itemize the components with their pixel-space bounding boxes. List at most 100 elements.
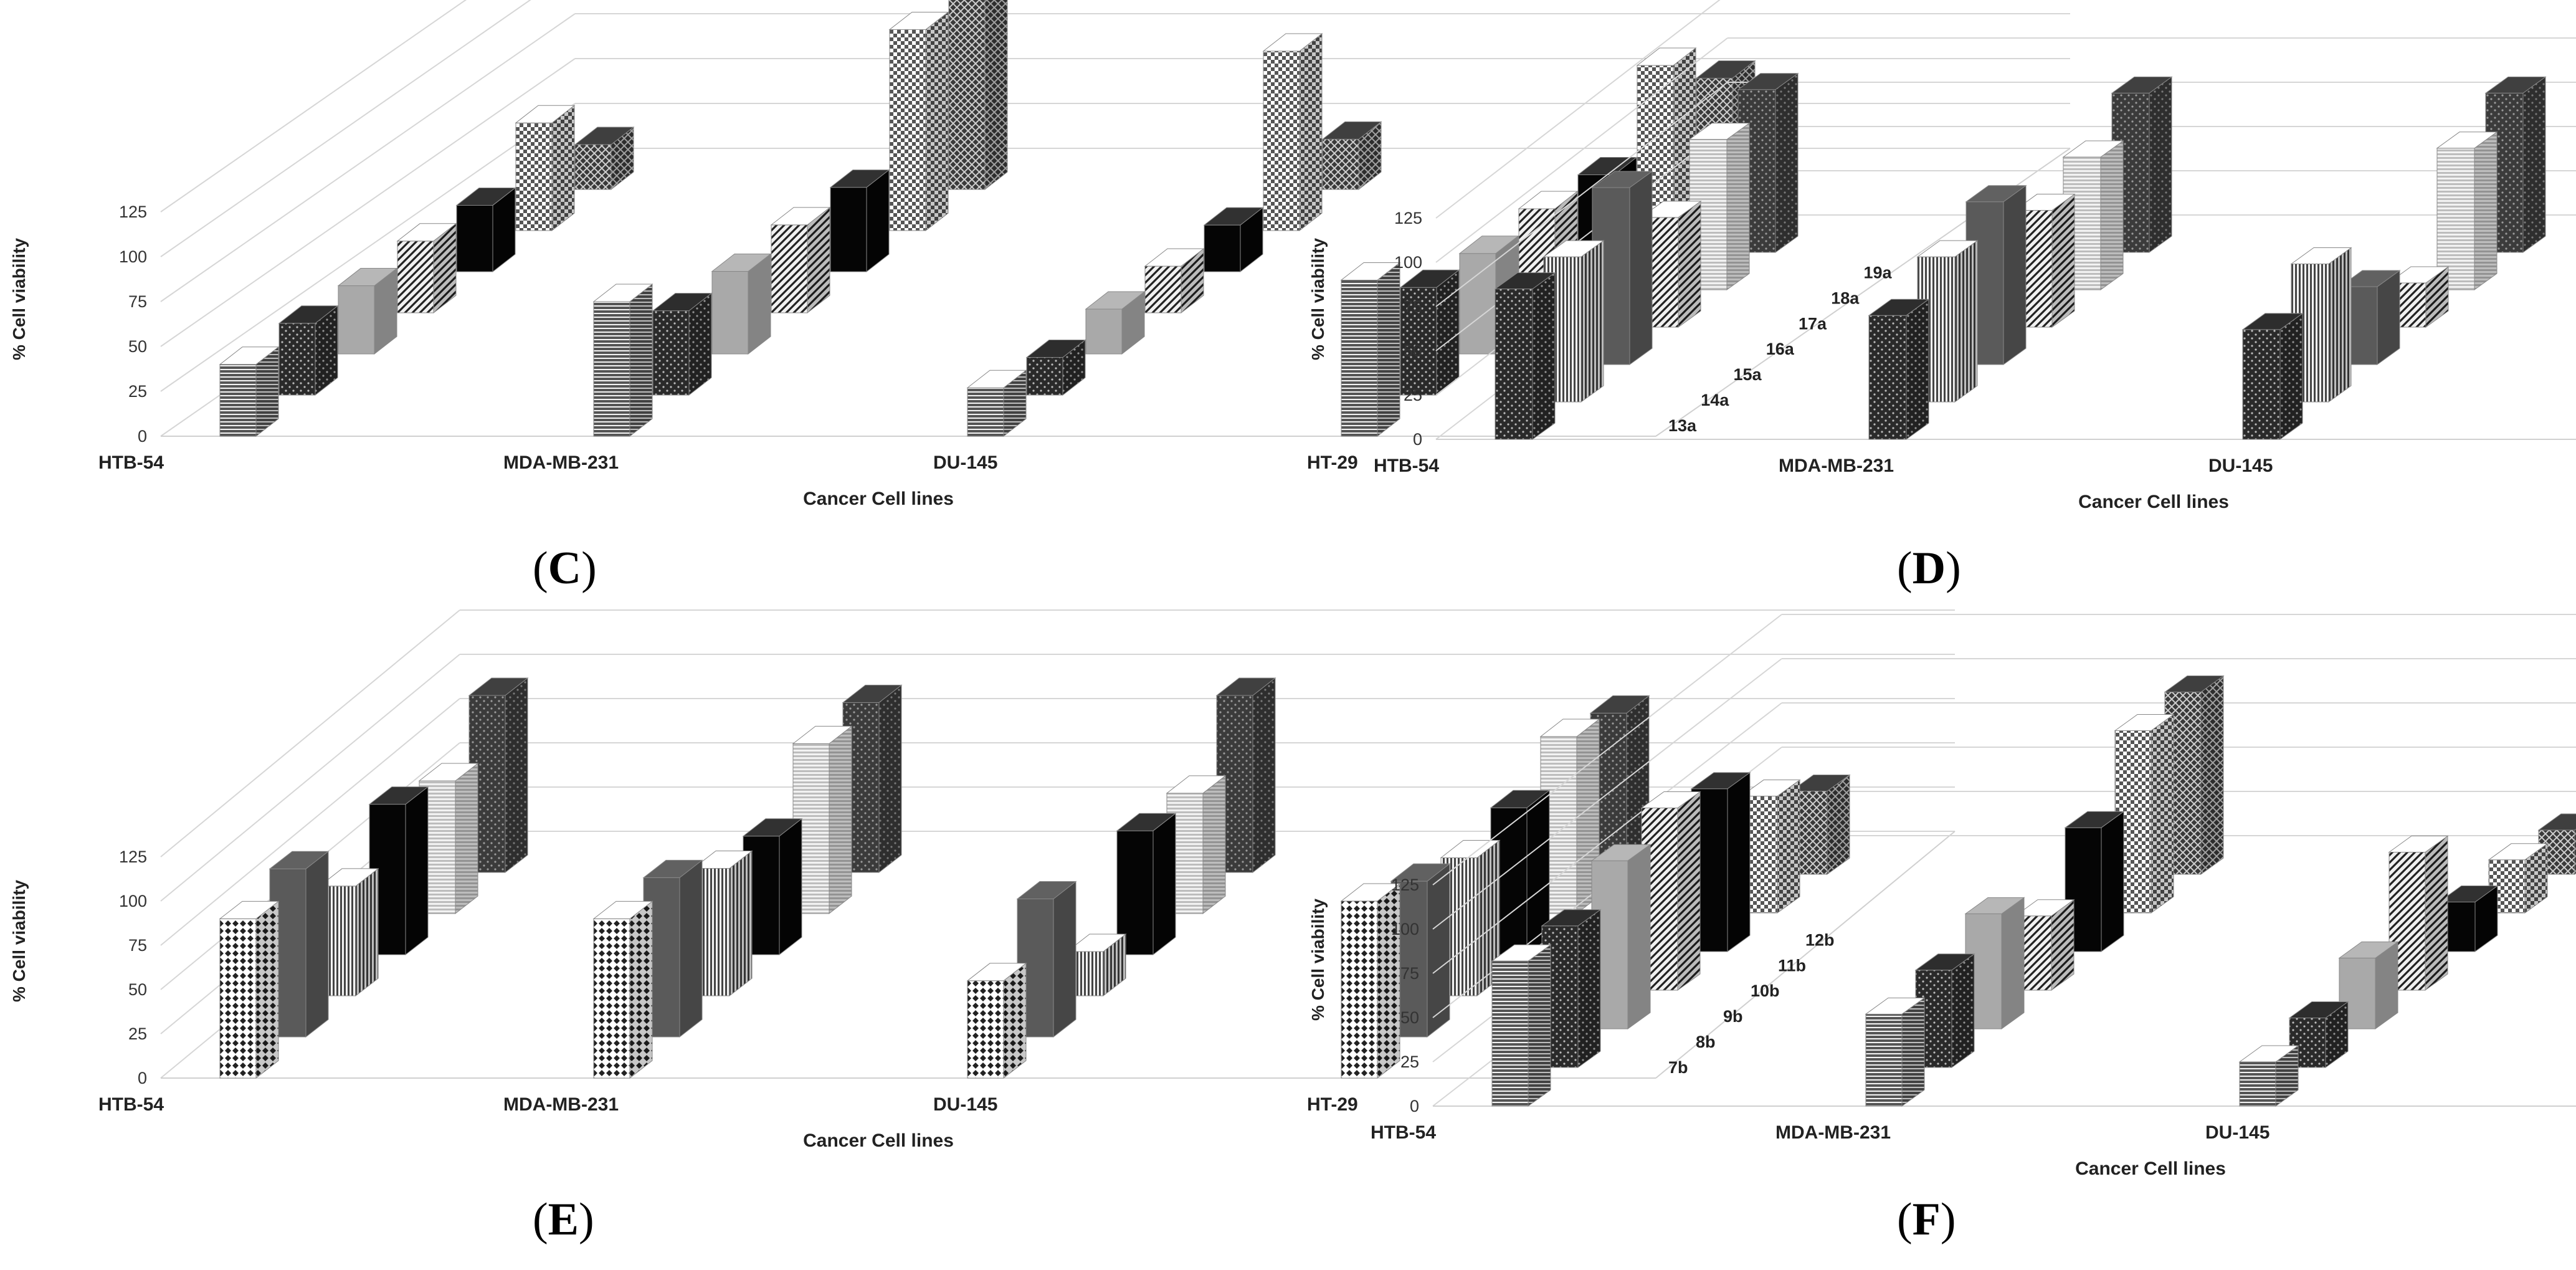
bar-side [829, 725, 852, 915]
bar-top [368, 786, 429, 805]
bar [219, 900, 280, 1079]
bar [1491, 944, 1552, 1107]
bar-top [592, 900, 654, 919]
bar-front [1459, 253, 1496, 355]
bar-top [1494, 272, 1556, 290]
bar-front [771, 224, 808, 313]
series-label: 15a [1734, 365, 1762, 384]
y-axis-title: % Cell viability [9, 238, 29, 360]
bar-top [1390, 863, 1451, 882]
bar-side [878, 684, 902, 874]
bar [2062, 140, 2124, 290]
bar-side [2100, 140, 2124, 290]
gridline-side [1435, 82, 1728, 307]
bar-side [2001, 897, 2025, 1029]
bar-top [2013, 194, 2076, 211]
y-tick-label: 75 [1400, 964, 1419, 983]
gridline-side [1435, 126, 1728, 351]
bar-side [1153, 813, 1176, 956]
bar-front [1341, 279, 1378, 437]
gridline-side [160, 13, 576, 302]
bar [278, 305, 339, 396]
bar-top [2438, 885, 2499, 902]
bar-front [967, 980, 1004, 1079]
bar-top [1166, 775, 1227, 794]
bar [2014, 899, 2075, 991]
category-label: MDA-MB-231 [1779, 456, 1894, 476]
bar-top [1321, 121, 1382, 140]
bar-side [405, 786, 429, 956]
y-tick-label: 125 [1391, 876, 1419, 894]
bar-top [2111, 76, 2173, 93]
bar [829, 169, 890, 273]
bar-top [2114, 714, 2175, 731]
bar-front [1868, 315, 1907, 440]
bar-front [219, 364, 257, 437]
bar-top [770, 207, 831, 226]
panel-label-e: (E) [533, 1194, 594, 1245]
bar [966, 962, 1027, 1079]
bar-side [688, 292, 712, 396]
bar-top [1340, 262, 1401, 280]
chart-panel-f: 0 25 50 75 100 125 HTB-54 MDA-MB-231 DU-145 HT-29… [1308, 614, 2576, 1179]
category-label: DU-145 [2208, 456, 2273, 476]
series-label: 7b [1668, 1058, 1688, 1077]
bar [1085, 290, 1146, 355]
bar-front [1026, 357, 1063, 396]
bar-top [1790, 775, 1851, 792]
bar [2288, 1001, 2349, 1068]
bar-side [1678, 200, 1701, 328]
bar-top [692, 851, 753, 869]
y-tick-label: 50 [1400, 1008, 1419, 1027]
bar-top [2062, 140, 2124, 158]
bar [396, 222, 457, 314]
bar-side [1677, 791, 1701, 991]
bar [574, 126, 635, 191]
bar-front [278, 323, 316, 396]
bar-side [1906, 298, 1929, 440]
bar-front [456, 204, 493, 272]
bar-side [984, 0, 1008, 191]
bar-side [629, 283, 653, 437]
bar-top [1085, 291, 1146, 310]
bar-top [1518, 191, 1579, 209]
bar-side [866, 169, 890, 273]
bar-top [711, 254, 772, 272]
y-tick-label: 75 [128, 292, 147, 311]
bar [2388, 835, 2449, 991]
category-label: MDA-MB-231 [1775, 1122, 1891, 1143]
bar-side [1901, 997, 1925, 1107]
bars [1494, 72, 2547, 440]
bar [2436, 131, 2498, 290]
bar [1865, 997, 1926, 1107]
bar-top [1688, 123, 1751, 140]
bar [888, 11, 949, 232]
bar-side [1377, 882, 1400, 1079]
bar-top [1695, 60, 1756, 79]
gridline-side [1432, 614, 1782, 886]
bar-side [1777, 779, 1800, 914]
bar-front [652, 310, 690, 396]
y-axis-title: % Cell viability [9, 880, 29, 1002]
bar [337, 267, 398, 355]
bar-top [337, 268, 398, 287]
bar [842, 684, 903, 874]
bar-top [1589, 695, 1650, 714]
series-label: 13a [1668, 416, 1697, 435]
chart-panel-d: 0 25 50 75 100 125 HTB-54 MDA-MB-231 DU-145 HT-29… [1308, 0, 2576, 512]
series-label: 9b [1723, 1007, 1743, 1026]
bar-side [1627, 844, 1651, 1029]
bar-top [1636, 47, 1697, 66]
bar-side [1827, 774, 1850, 875]
bar-top [829, 169, 890, 188]
floor-side [1655, 831, 1956, 1079]
bar-side [1377, 262, 1400, 437]
y-tick-label: 100 [119, 892, 147, 910]
bar [1321, 121, 1382, 191]
bar-side [629, 900, 653, 1079]
bar-side [2328, 247, 2352, 403]
bar-top [1577, 156, 1638, 175]
bar-top [219, 900, 280, 919]
bar-top [2484, 76, 2547, 93]
x-axis-title: Cancer Cell lines [803, 1130, 954, 1151]
